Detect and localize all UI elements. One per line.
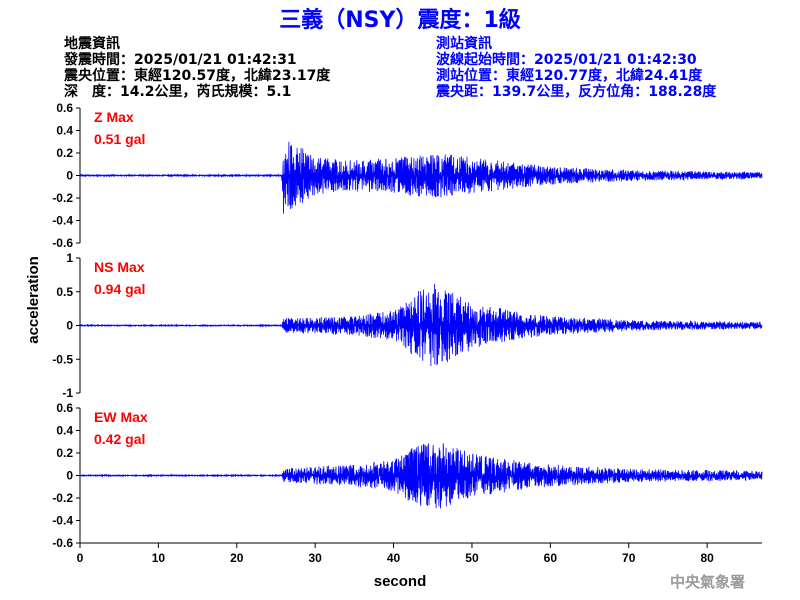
y-tick-label: 0: [66, 469, 73, 483]
x-tick-label: 10: [152, 551, 166, 565]
max-label: Z Max: [94, 109, 134, 125]
max-value: 0.51 gal: [94, 131, 145, 147]
panels: 0.6 0.4 0.2 0 -0.2 -0.4 -0.6 Z Max 0.51 gal 1 0.5 0…: [52, 101, 763, 565]
y-tick-label: 0.6: [56, 401, 73, 415]
panel-ns: 1 0.5 0 -0.5 -1 NS Max 0.94 gal: [52, 251, 763, 400]
x-axis-label: second: [374, 573, 427, 590]
y-tick-label: 0: [66, 319, 73, 333]
y-tick-label: 0.4: [56, 124, 73, 138]
chart-title: 三義（NSY）震度：1級: [279, 7, 521, 33]
max-value: 0.94 gal: [94, 281, 145, 297]
x-tick-label: 20: [230, 551, 244, 565]
x-tick-label: 60: [544, 551, 558, 565]
x-tick-label: 40: [387, 551, 401, 565]
y-tick-label: -0.2: [52, 191, 73, 205]
quake-info-block: 地震資訊 發震時間：2025/01/21 01:42:31 震央位置：東經120…: [63, 35, 331, 100]
y-tick-label: -0.6: [52, 236, 73, 250]
x-axis: 0 10 20 30 40 50 60 70 80: [77, 542, 762, 565]
x-tick-label: 30: [308, 551, 322, 565]
quake-info-heading: 地震資訊: [64, 35, 120, 52]
quake-time: 發震時間：2025/01/21 01:42:31: [63, 51, 297, 68]
x-tick-label: 50: [465, 551, 479, 565]
y-tick-label: 0: [66, 169, 73, 183]
y-tick-label: -0.5: [52, 352, 73, 366]
y-tick-label: 0.4: [56, 424, 73, 438]
y-axis-label: acceleration: [25, 256, 42, 344]
station-location: 測站位置：東經120.77度，北緯24.41度: [436, 67, 703, 84]
y-tick-label: -0.6: [52, 536, 73, 550]
station-info-heading: 測站資訊: [436, 35, 492, 52]
quake-depth-magnitude: 深 度：14.2公里，芮氏規模：5.1: [64, 83, 291, 100]
y-tick-label: 0.6: [56, 101, 73, 115]
y-tick-label: 0.2: [56, 446, 73, 460]
y-tick-label: -0.4: [52, 514, 73, 528]
waveform-trace: [79, 141, 763, 214]
panel-ew: 0.6 0.4 0.2 0 -0.2 -0.4 -0.6 EW Max 0.42 gal: [52, 401, 763, 550]
waveform-trace: [79, 443, 763, 509]
x-tick-label: 80: [700, 551, 714, 565]
max-label: NS Max: [94, 259, 145, 275]
quake-epicenter: 震央位置：東經120.57度，北緯23.17度: [63, 67, 331, 84]
max-label: EW Max: [94, 409, 148, 425]
x-tick-label: 70: [622, 551, 636, 565]
y-tick-label: 0.2: [56, 146, 73, 160]
y-tick-label: 1: [66, 251, 73, 265]
agency-credit: 中央氣象署: [670, 573, 745, 591]
station-distance-azimuth: 震央距：139.7公里，反方位角：188.28度: [435, 83, 717, 100]
waveform-trace: [79, 283, 763, 367]
y-tick-label: -0.4: [52, 214, 73, 228]
x-tick-label: 0: [77, 551, 84, 565]
y-tick-label: 0.5: [56, 285, 73, 299]
station-info-block: 測站資訊 波線起始時間：2025/01/21 01:42:30 測站位置：東經1…: [435, 35, 717, 100]
y-tick-label: -1: [62, 386, 73, 400]
panel-z: 0.6 0.4 0.2 0 -0.2 -0.4 -0.6 Z Max 0.51 gal: [52, 101, 763, 250]
station-onset-time: 波線起始時間：2025/01/21 01:42:30: [436, 51, 697, 68]
y-tick-label: -0.2: [52, 491, 73, 505]
max-value: 0.42 gal: [94, 431, 145, 447]
